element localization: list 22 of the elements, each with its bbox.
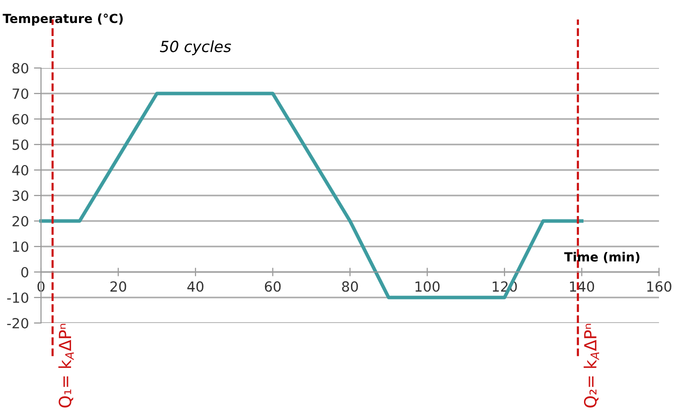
x-tick-label: 80 xyxy=(342,281,358,292)
y-tick-label: -10 xyxy=(7,292,28,303)
x-tick-label: 20 xyxy=(110,281,126,292)
x-tick-label: 160 xyxy=(647,281,672,292)
ref-line-label: Q₁= k$_{A}$ΔPⁿ xyxy=(58,324,74,408)
y-tick-label: 0 xyxy=(21,266,28,278)
y-tick-label: 70 xyxy=(12,88,28,99)
y-axis-title: Temperature (°C) xyxy=(2,14,123,26)
y-tick-label: 20 xyxy=(12,216,28,226)
y-tick-label: 10 xyxy=(13,241,28,252)
chart-title: 50 cycles xyxy=(160,40,232,56)
y-tick-label: 60 xyxy=(12,114,28,124)
y-tick-label: 80 xyxy=(12,62,28,74)
ref-line-label: Q₂= k$_{A}$ΔPⁿ xyxy=(584,324,600,408)
y-tick-label: 50 xyxy=(12,139,28,150)
x-axis-title: Time (min) xyxy=(564,252,640,264)
x-tick-label: 100 xyxy=(416,281,440,292)
y-tick-label: 30 xyxy=(12,190,28,201)
x-tick-label: 40 xyxy=(187,281,204,292)
y-tick-label: 40 xyxy=(12,164,28,176)
y-tick-label: -20 xyxy=(7,318,28,328)
x-tick-label: 60 xyxy=(264,281,281,292)
